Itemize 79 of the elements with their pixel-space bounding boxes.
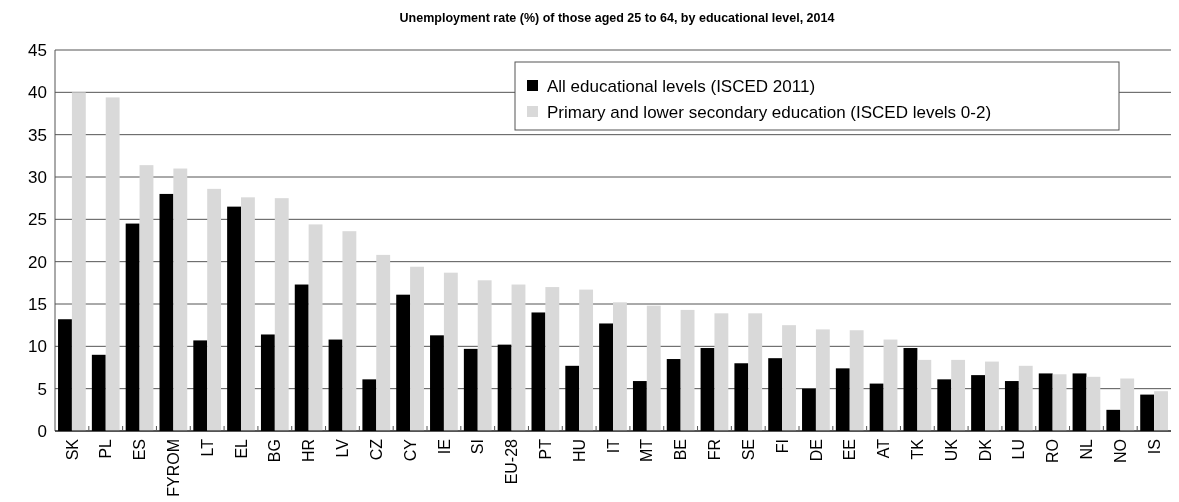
x-tick-label: IT [604,438,622,454]
bar [951,359,966,431]
chart-title: Unemployment rate (%) of those aged 25 to 64, by educational level, 2014 [399,11,835,25]
bar [545,287,560,431]
x-tick-label: FI [773,439,791,454]
x-tick-label: EL [232,438,250,459]
x-tick-label: HR [300,439,318,463]
x-tick-label: AT [875,438,893,459]
x-tick-label: FR [706,439,724,461]
bar [274,198,289,431]
bar [579,289,594,431]
bar [613,302,627,431]
x-tick-label: TK [908,438,926,460]
bar [443,272,458,431]
bar [308,224,323,431]
bar [1086,376,1101,431]
x-tick-label: FYROM [164,439,182,497]
x-tick-label: SI [469,439,487,455]
x-tick-label: IS [1145,439,1163,455]
x-tick-label: IE [435,439,453,455]
x-tick-label: RO [1044,439,1062,463]
bar [680,309,695,431]
bar [782,325,796,431]
x-tick-label: PT [536,438,554,460]
bar [1018,365,1033,431]
y-tick-label: 0 [37,421,47,441]
bar [342,231,357,431]
y-tick-label: 25 [28,210,47,230]
bar [1052,374,1067,431]
y-tick-label: 20 [28,252,47,272]
bar [883,339,898,431]
bar [105,97,120,431]
bar [917,359,932,431]
x-tick-label: CY [401,438,419,462]
bar [410,266,424,431]
x-tick-label: MT [638,438,656,463]
bar [207,188,222,431]
bar [241,197,255,431]
y-tick-label: 45 [28,40,47,60]
bar [646,305,661,431]
x-tick-label: DK [976,438,994,462]
x-tick-label: CZ [367,438,385,461]
y-tick-label: 5 [37,379,47,399]
y-tick-label: 10 [28,337,47,357]
x-tick-label: BG [266,439,284,463]
x-tick-label: SK [63,438,81,461]
bar [376,254,391,431]
bar [477,280,492,431]
bar [849,330,864,431]
bar [748,313,763,431]
y-tick-label: 30 [28,167,47,187]
x-tick-label: UK [942,438,960,462]
x-tick-label: EE [841,439,859,461]
bar [985,361,999,431]
y-tick-label: 35 [28,125,47,145]
bar [1120,378,1135,431]
bar [815,329,830,431]
y-tick-label: 15 [28,294,47,314]
x-tick-label: LT [198,438,216,457]
x-tick-label: NO [1111,439,1129,463]
bar [173,168,188,431]
x-tick-label: SE [739,439,757,461]
x-tick-label: DE [807,439,825,462]
legend-label: Primary and lower secondary education (ISCED levels 0-2) [547,102,992,122]
bar [1154,391,1168,431]
x-tick-label: EU-28 [503,438,521,485]
x-tick-label: LV [334,438,352,458]
bar [511,284,526,431]
bar [714,313,729,431]
x-tick-label: ES [131,439,149,461]
y-tick-label: 40 [28,83,47,103]
legend-label: All educational levels (ISCED 2011) [547,76,816,96]
x-tick-label: LU [1010,439,1028,460]
bar [71,92,86,431]
bar [139,165,154,431]
x-tick-label: PL [97,438,115,459]
x-tick-label: NL [1078,438,1096,460]
x-tick-label: BE [672,439,690,461]
x-tick-label: HU [570,439,588,463]
